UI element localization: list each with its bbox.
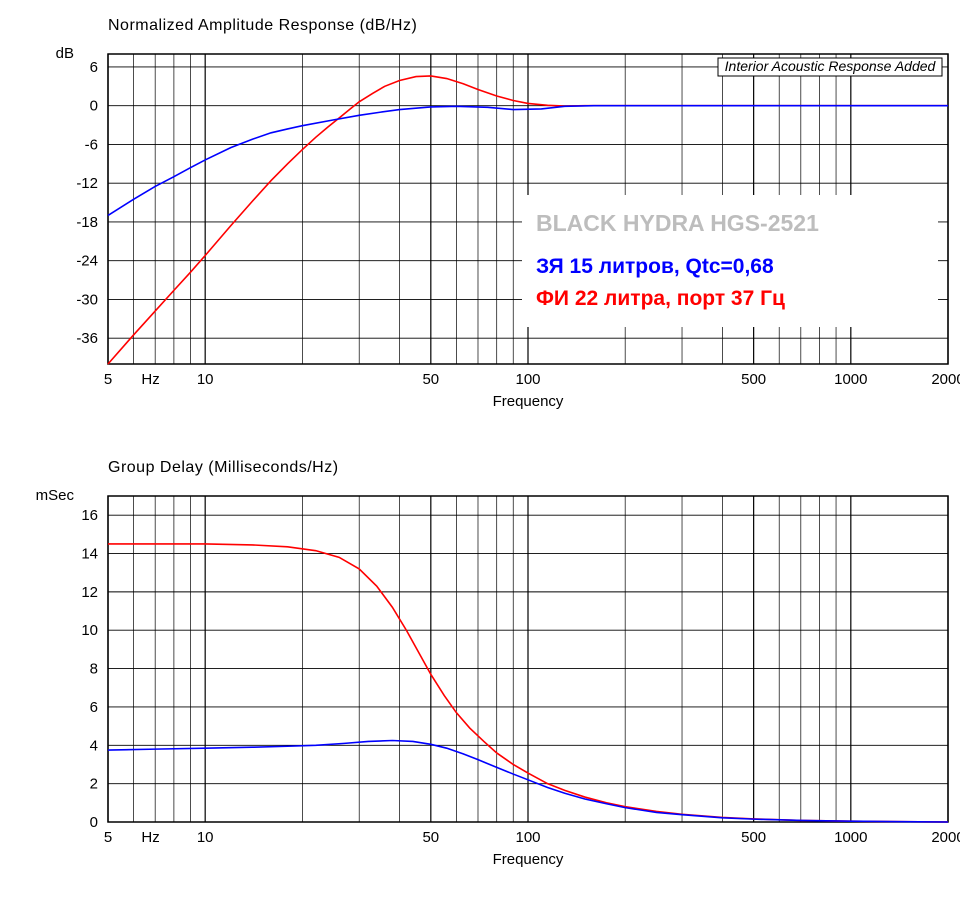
group-delay-chart-title: Group Delay (Milliseconds/Hz): [108, 459, 339, 476]
group-delay-chart-ylabel: mSec: [36, 487, 75, 504]
product-name: BLACK HYDRA HGS-2521: [536, 210, 819, 236]
x-tick-label: 1000: [834, 829, 867, 846]
x-tick-label: 2000: [931, 829, 960, 846]
amplitude-chart: Normalized Amplitude Response (dB/Hz) dB -…: [56, 17, 960, 410]
group-delay-chart-xlabel: Frequency: [493, 851, 564, 868]
y-tick-label: 6: [90, 59, 98, 76]
x-tick-label: 1000: [834, 371, 867, 388]
amplitude-chart-xlabel: Frequency: [493, 393, 564, 410]
y-tick-label: 2: [90, 776, 98, 793]
y-tick-label: -6: [85, 136, 98, 153]
y-tick-label: 10: [81, 622, 98, 639]
amplitude-chart-ylabel: dB: [56, 45, 74, 62]
x-tick-label: 2000: [931, 371, 960, 388]
x-tick-label: 500: [741, 829, 766, 846]
x-tick-label: 10: [197, 371, 214, 388]
x-unit-inline: Hz: [141, 371, 159, 388]
y-tick-label: 12: [81, 584, 98, 601]
amplitude-chart-title: Normalized Amplitude Response (dB/Hz): [108, 17, 417, 34]
y-tick-label: -18: [76, 214, 98, 231]
y-tick-label: 0: [90, 98, 98, 115]
y-tick-label: 16: [81, 507, 98, 524]
y-tick-label: -24: [76, 253, 98, 270]
y-tick-label: 14: [81, 546, 98, 563]
x-tick-label: 10: [197, 829, 214, 846]
y-tick-label: 0: [90, 814, 98, 831]
y-tick-label: -36: [76, 330, 98, 347]
annotation-ported: ФИ 22 литра, порт 37 Гц: [536, 287, 785, 310]
note-text: Interior Acoustic Response Added: [725, 58, 937, 74]
x-tick-label: 500: [741, 371, 766, 388]
y-tick-label: 6: [90, 699, 98, 716]
charts-canvas: Normalized Amplitude Response (dB/Hz) dB -…: [0, 0, 960, 903]
x-tick-label: 100: [515, 371, 540, 388]
y-tick-label: 8: [90, 661, 98, 678]
y-tick-label: -12: [76, 175, 98, 192]
x-tick-label: 5: [104, 829, 112, 846]
y-tick-label: 4: [90, 737, 98, 754]
y-tick-label: -30: [76, 291, 98, 308]
x-unit-inline: Hz: [141, 829, 159, 846]
x-tick-label: 50: [422, 371, 439, 388]
annotation-sealed: ЗЯ 15 литров, Qtc=0,68: [536, 255, 774, 278]
x-tick-label: 50: [422, 829, 439, 846]
group-delay-chart: Group Delay (Milliseconds/Hz) mSec 0 2 4 6 8 10…: [36, 459, 960, 868]
x-tick-label: 100: [515, 829, 540, 846]
annotation-panel: BLACK HYDRA HGS-2521 ЗЯ 15 литров, Qtc=0,…: [522, 195, 938, 327]
x-tick-label: 5: [104, 371, 112, 388]
